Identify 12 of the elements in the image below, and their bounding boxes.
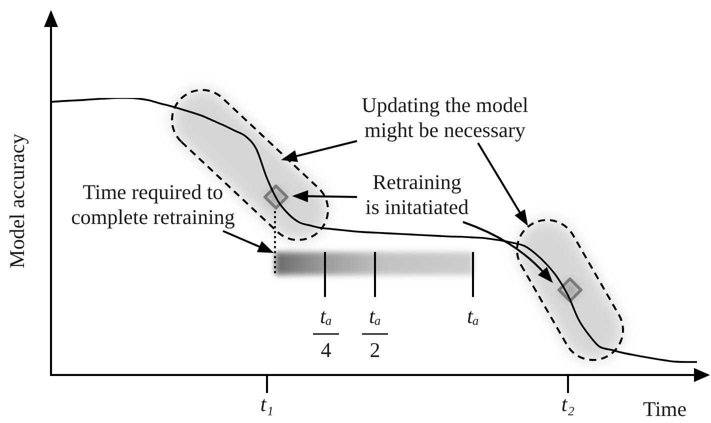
annotation: Retraining is initatiated [365, 170, 470, 219]
annotation: tₐ [369, 304, 381, 328]
annotation: Updating the model might be necessary [362, 93, 529, 142]
y-axis-title: Model accuracy [5, 133, 29, 268]
x-tick-label: t₂ [561, 392, 575, 416]
annotation: tₐ [320, 304, 332, 328]
annotation: 2 [370, 338, 380, 362]
x-axis-title: Time [643, 397, 687, 421]
annotation: 4 [320, 338, 332, 362]
x-tick-label: t₁ [260, 392, 274, 416]
annotation: tₐ [467, 304, 479, 328]
annotation: Time required to complete retraining [71, 180, 236, 229]
